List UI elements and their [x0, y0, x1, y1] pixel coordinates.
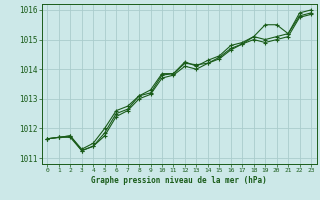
X-axis label: Graphe pression niveau de la mer (hPa): Graphe pression niveau de la mer (hPa) — [91, 176, 267, 185]
